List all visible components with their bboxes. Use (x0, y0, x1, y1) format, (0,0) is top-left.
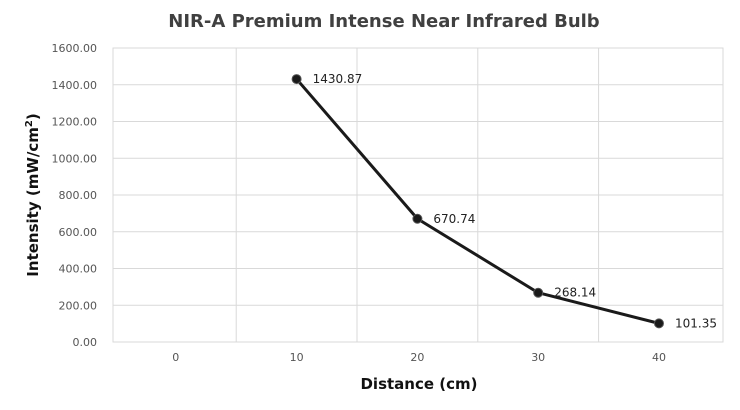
y-tick-label: 1000.00 (52, 152, 98, 165)
data-markers (291, 74, 664, 329)
y-axis-title-superscript: 2 (24, 120, 35, 127)
data-labels: 1430.87 670.74 268.14 101.35 (313, 72, 717, 330)
y-axis-title-end: ) (24, 113, 42, 120)
data-label: 670.74 (433, 212, 475, 226)
y-axis-title: Intensity (mW/cm2) (24, 113, 42, 276)
data-label: 1430.87 (313, 72, 363, 86)
x-axis-title: Distance (cm) (360, 375, 477, 393)
y-tick-label: 1400.00 (52, 79, 98, 92)
x-tick-label: 40 (652, 351, 666, 364)
x-tick-label: 0 (172, 351, 179, 364)
plot-area (112, 47, 724, 343)
x-tick-label: 30 (531, 351, 545, 364)
y-axis-tick-labels: 0.00 200.00 400.00 600.00 800.00 1000.00 1200.… (52, 42, 98, 349)
y-axis-title-main: Intensity (mW/cm (24, 127, 42, 277)
gridlines (113, 47, 723, 343)
data-point (533, 287, 544, 298)
data-point (412, 213, 423, 224)
y-tick-label: 1200.00 (52, 116, 98, 129)
data-point (653, 318, 664, 329)
series-line (295, 77, 661, 325)
chart-title: NIR-A Premium Intense Near Infrared Bulb (168, 11, 600, 32)
x-tick-label: 10 (290, 351, 304, 364)
data-point (291, 74, 302, 85)
data-label: 268.14 (554, 286, 596, 300)
x-tick-label: 20 (410, 351, 424, 364)
data-label: 101.35 (675, 316, 717, 330)
y-tick-label: 0.00 (73, 336, 98, 349)
y-tick-label: 800.00 (59, 189, 98, 202)
y-tick-label: 1600.00 (52, 42, 98, 55)
x-axis-tick-labels: 0 10 20 30 40 (172, 351, 666, 364)
y-tick-label: 200.00 (59, 299, 98, 312)
y-tick-label: 600.00 (59, 226, 98, 239)
y-tick-label: 400.00 (59, 263, 98, 276)
